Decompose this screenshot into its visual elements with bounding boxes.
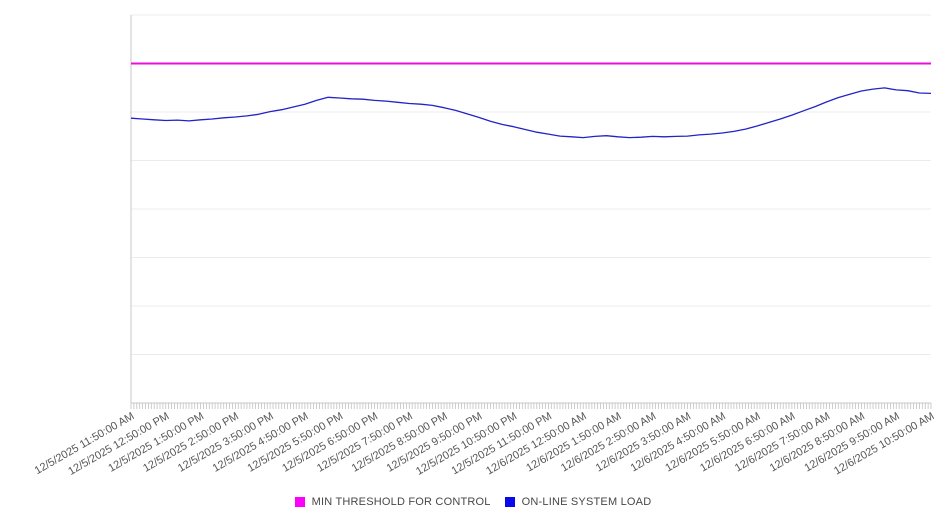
min-threshold-swatch-icon xyxy=(294,497,305,507)
legend-item-online-system-load[interactable]: ON-LINE SYSTEM LOAD xyxy=(504,496,652,508)
legend: MIN THRESHOLD FOR CONTROL ON-LINE SYSTEM… xyxy=(0,490,946,526)
legend-label-online-system-load: ON-LINE SYSTEM LOAD xyxy=(521,496,652,508)
legend-item-min-threshold[interactable]: MIN THRESHOLD FOR CONTROL xyxy=(294,496,491,508)
legend-label-min-threshold: MIN THRESHOLD FOR CONTROL xyxy=(311,496,491,508)
load-series-line xyxy=(130,87,932,139)
online-system-load-swatch-icon xyxy=(504,497,515,507)
